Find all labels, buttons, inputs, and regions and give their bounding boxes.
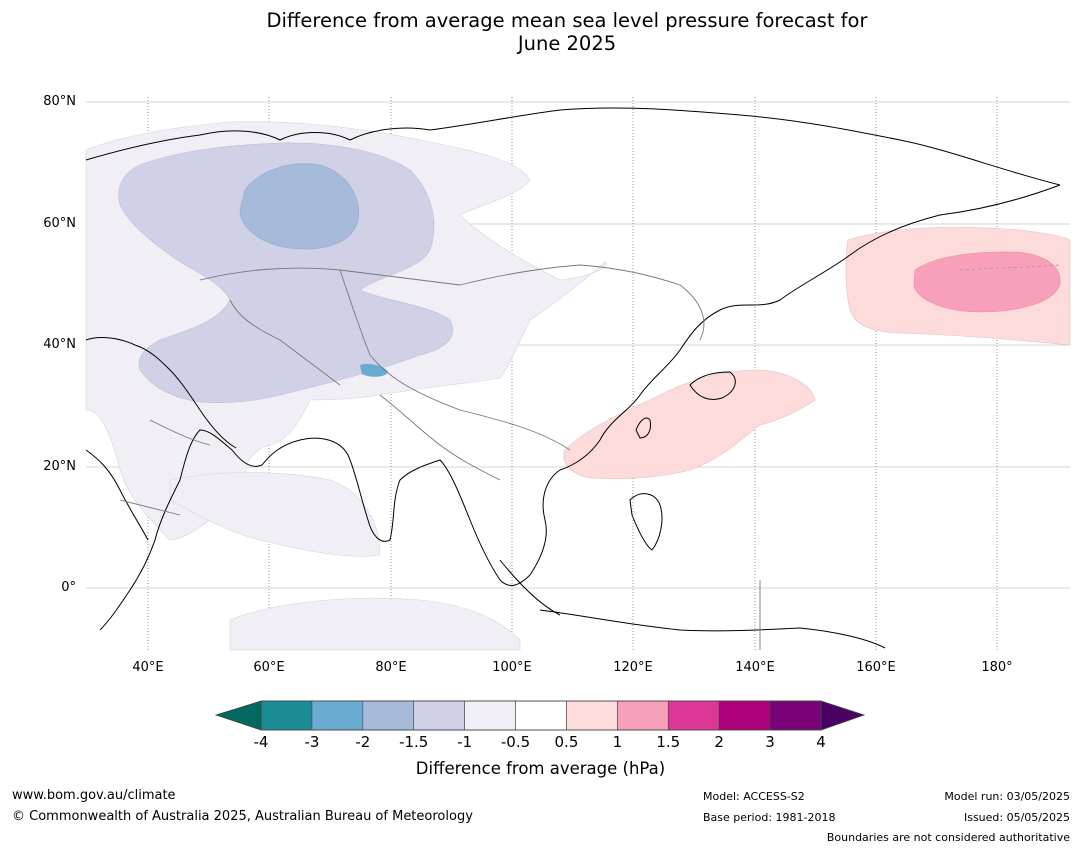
map-svg xyxy=(85,97,1071,651)
colorbar xyxy=(214,700,866,731)
lon-label-140e: 140°E xyxy=(735,660,775,675)
region-medium-positive xyxy=(913,251,1061,313)
colorbar-segment xyxy=(413,700,465,731)
lat-label-0: 0° xyxy=(61,580,76,595)
colorbar-segments xyxy=(260,700,822,731)
region-strong-negative xyxy=(239,163,359,250)
chart-title: Difference from average mean sea level p… xyxy=(0,9,1081,55)
colorbar-segment xyxy=(362,700,415,731)
colorbar-segment xyxy=(769,700,822,731)
footer-model: Model: ACCESS-S2 xyxy=(703,790,805,803)
colorbar-segment xyxy=(718,700,771,731)
colorbar-tick-label: 4 xyxy=(816,733,826,751)
footer-disclaimer: Boundaries are not considered authoritat… xyxy=(826,831,1070,844)
colorbar-tick-label: -0.5 xyxy=(500,733,531,751)
region-light-negative-south xyxy=(169,472,381,557)
colorbar-tick-label: -2 xyxy=(355,733,371,751)
colorbar-tick-label: 2 xyxy=(714,733,724,751)
colorbar-segment xyxy=(260,700,313,731)
lon-label-180: 180° xyxy=(981,660,1013,675)
colorbar-segment xyxy=(515,700,567,731)
footer-model-run: Model run: 03/05/2025 xyxy=(944,790,1070,803)
colorbar-segment xyxy=(464,700,516,731)
colorbar-tick-label: -3 xyxy=(304,733,320,751)
footer-base-period: Base period: 1981-2018 xyxy=(703,811,836,824)
colorbar-tick-label: -1 xyxy=(457,733,473,751)
colorbar-tick-label: 0.5 xyxy=(554,733,579,751)
footer-url[interactable]: www.bom.gov.au/climate xyxy=(12,788,176,803)
lat-label-80n: 80°N xyxy=(43,94,76,109)
footer-copyright: © Commonwealth of Australia 2025, Austra… xyxy=(12,809,473,824)
lon-label-60e: 60°E xyxy=(253,660,285,675)
title-line-2: June 2025 xyxy=(517,32,617,55)
colorbar-label: Difference from average (hPa) xyxy=(415,759,666,778)
title-line-1: Difference from average mean sea level p… xyxy=(266,9,868,32)
lat-label-20n: 20°N xyxy=(43,459,76,474)
colorbar-high-extend xyxy=(820,700,866,731)
colorbar-low-extend xyxy=(214,700,262,731)
coastlines xyxy=(85,107,1061,649)
colorbar-outline xyxy=(260,700,822,731)
colorbar-segment xyxy=(667,700,720,731)
colorbar-tick-label: 1.5 xyxy=(656,733,681,751)
colorbar-segment xyxy=(311,700,364,731)
region-light-positive-west-pacific xyxy=(563,369,816,480)
lon-label-80e: 80°E xyxy=(375,660,407,675)
lat-label-40n: 40°N xyxy=(43,337,76,352)
country-borders xyxy=(119,264,761,650)
region-light-negative-indian-ocean xyxy=(229,597,521,651)
anomaly-regions xyxy=(85,121,1071,651)
colorbar-segment xyxy=(617,700,669,731)
colorbar-tick-label: 1 xyxy=(612,733,623,751)
colorbar-tick-label: -4 xyxy=(253,733,269,751)
lon-label-160e: 160°E xyxy=(856,660,896,675)
colorbar-segment xyxy=(566,700,618,731)
lon-label-120e: 120°E xyxy=(613,660,653,675)
footer-issued: Issued: 05/05/2025 xyxy=(963,811,1070,824)
lon-label-100e: 100°E xyxy=(492,660,532,675)
lon-label-40e: 40°E xyxy=(132,660,164,675)
colorbar-tick-label: 3 xyxy=(765,733,775,751)
lat-label-60n: 60°N xyxy=(43,216,76,231)
colorbar-tick-label: -1.5 xyxy=(399,733,429,751)
region-medium-negative xyxy=(118,142,453,403)
map-area: 80°N 60°N 40°N 20°N 0° 40°E 60°E 80°E 10… xyxy=(43,94,1071,675)
